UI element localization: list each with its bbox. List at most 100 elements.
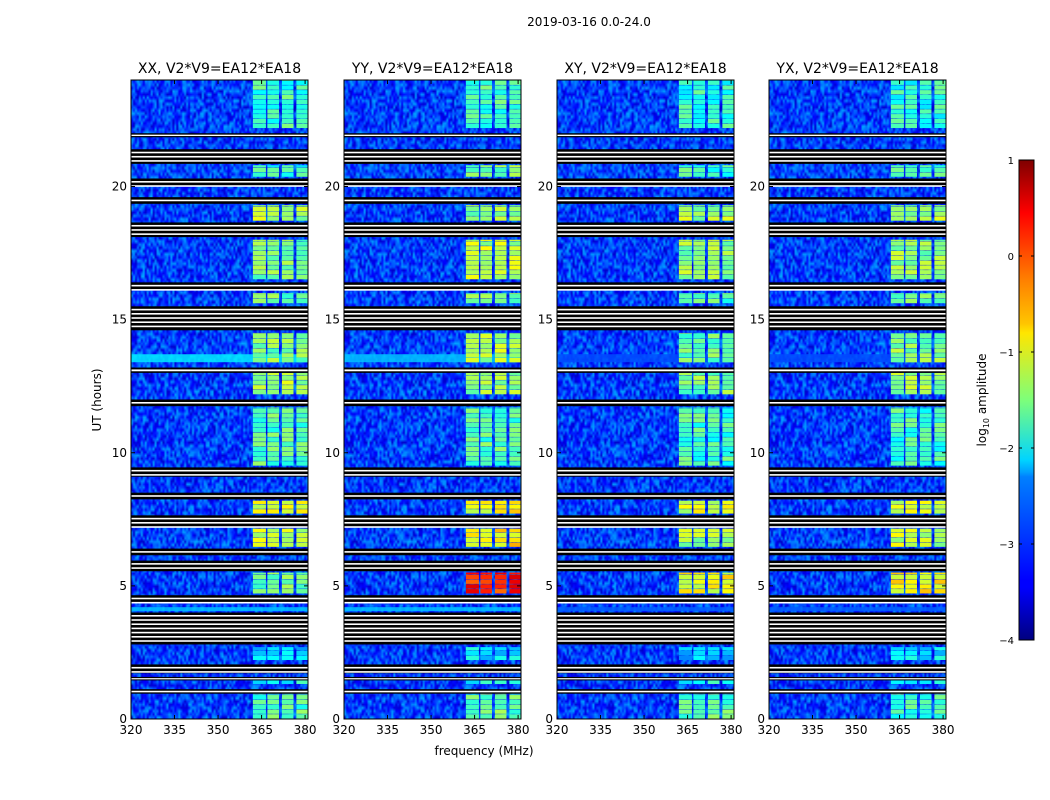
- rfi-cell: [465, 413, 479, 418]
- rfi-cell: [722, 442, 734, 447]
- rfi-cell: [296, 714, 308, 719]
- rfi-cell: [934, 357, 946, 363]
- rfi-cell: [722, 380, 734, 385]
- rfi-cell: [905, 456, 917, 461]
- rfi-cell: [693, 528, 705, 533]
- rfi-cell: [480, 239, 492, 241]
- rfi-cell: [905, 294, 917, 299]
- flagged-band: [557, 515, 734, 528]
- rfi-cell: [509, 408, 521, 413]
- rfi-cell: [252, 250, 266, 256]
- rfi-cell: [494, 94, 507, 100]
- rfi-cell: [267, 528, 279, 533]
- rfi-cell: [281, 532, 294, 538]
- rfi-cell: [509, 165, 521, 168]
- rfi-cell: [707, 709, 720, 714]
- rfi-cell: [722, 504, 734, 509]
- rfi-cell: [465, 298, 479, 304]
- rfi-cell: [707, 114, 720, 119]
- flagged-stripe: [344, 325, 521, 328]
- rfi-cell: [905, 693, 917, 695]
- rfi-cell: [693, 413, 705, 418]
- rfi-cell: [919, 205, 932, 207]
- rfi-cell: [267, 704, 279, 710]
- rfi-cell: [934, 650, 946, 656]
- flagged-stripe: [557, 284, 734, 287]
- rfi-cell: [252, 123, 266, 129]
- rfi-cell: [296, 422, 308, 428]
- rfi-cell: [934, 241, 946, 246]
- rfi-cell: [919, 408, 932, 413]
- rfi-cell: [267, 650, 279, 656]
- rfi-cell: [267, 572, 279, 575]
- rfi-cell: [252, 348, 266, 353]
- rfi-cell: [934, 206, 946, 212]
- rfi-cell: [480, 572, 492, 575]
- rfi-cell: [480, 427, 492, 433]
- flagged-band: [344, 560, 521, 572]
- rfi-cell: [919, 699, 932, 705]
- rfi-cell: [281, 99, 294, 105]
- rfi-cell: [890, 104, 904, 109]
- rfi-cell: [281, 509, 294, 514]
- rfi-cell: [707, 260, 720, 265]
- rfi-cell: [267, 500, 279, 505]
- flagged-stripe: [769, 631, 946, 634]
- rfi-cell: [465, 589, 479, 594]
- rfi-cell: [890, 504, 904, 509]
- rfi-cell: [707, 294, 720, 299]
- rfi-cell: [693, 332, 705, 334]
- rfi-cell: [905, 205, 917, 207]
- rfi-cell: [890, 274, 904, 280]
- flagged-stripe: [769, 229, 946, 231]
- rfi-cell: [919, 270, 932, 275]
- rfi-cell: [890, 446, 904, 452]
- rfi-cell: [296, 704, 308, 710]
- rfi-cell: [693, 294, 705, 299]
- rfi-cell: [722, 680, 734, 684]
- rfi-cell: [722, 246, 734, 251]
- rfi-cell: [934, 704, 946, 710]
- rfi-cell: [693, 572, 705, 575]
- rfi-cell: [296, 372, 308, 376]
- rfi-cell: [252, 380, 266, 385]
- flagged-stripe: [131, 233, 308, 235]
- rfi-cell: [267, 380, 279, 385]
- rfi-cell: [707, 270, 720, 275]
- rfi-cell: [509, 699, 521, 705]
- rfi-cell: [281, 442, 294, 447]
- rfi-cell: [281, 270, 294, 275]
- rfi-cell: [480, 584, 492, 589]
- rfi-cell: [722, 216, 734, 221]
- rfi-cell: [509, 216, 521, 221]
- rfi-cell: [919, 211, 932, 216]
- y-tick-label: 20: [325, 180, 340, 194]
- rfi-cell: [465, 216, 479, 221]
- rfi-cell: [296, 241, 308, 246]
- rfi-cell: [494, 239, 507, 241]
- rfi-cell: [722, 294, 734, 299]
- rfi-cell: [919, 693, 932, 695]
- rfi-cell: [890, 572, 904, 575]
- rfi-cell: [465, 699, 479, 705]
- rfi-cell: [890, 205, 904, 207]
- flagged-stripe: [557, 181, 734, 183]
- rfi-cell: [465, 255, 479, 261]
- x-tick-label: 350: [633, 723, 656, 737]
- rfi-cell: [494, 422, 507, 428]
- rfi-cell: [890, 509, 904, 514]
- rfi-cell: [678, 407, 692, 409]
- rfi-cell: [509, 357, 521, 363]
- flagged-stripe: [769, 623, 946, 625]
- rfi-cell: [693, 206, 705, 212]
- rfi-cell: [722, 270, 734, 275]
- rfi-cell: [890, 206, 904, 212]
- rfi-cell: [919, 418, 932, 423]
- rfi-cell: [722, 172, 734, 177]
- rfi-cell: [934, 385, 946, 390]
- rfi-cell: [252, 109, 266, 114]
- rfi-cell: [252, 104, 266, 109]
- rfi-cell: [267, 167, 279, 172]
- flagged-stripe: [131, 185, 308, 187]
- flagged-stripe: [131, 224, 308, 227]
